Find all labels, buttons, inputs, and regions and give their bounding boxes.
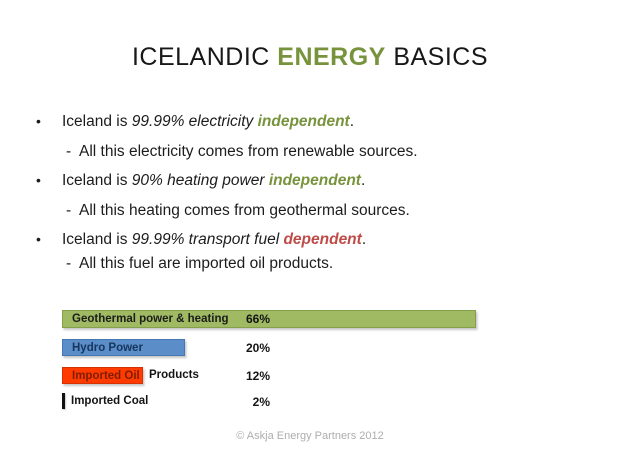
bar-imported-coal [62, 393, 65, 409]
bar-imported-oil: Imported Oil [62, 367, 143, 384]
bar-value: 20% [245, 341, 270, 355]
bullet-lead: Iceland is [62, 113, 132, 130]
sub-bullet-text: All this electricity comes from renewabl… [79, 143, 418, 160]
bullet-tail: . [360, 172, 366, 189]
bullet-text: Iceland is 99.99% transport fuel depende… [62, 230, 366, 249]
bullet-emphasis: 90% heating power [131, 172, 269, 189]
title-post: BASICS [385, 43, 489, 71]
sub-bullet-dash: - [66, 143, 72, 160]
bullet-emphasis: 99.99% transport fuel [131, 231, 284, 248]
bullet-marker: • [36, 172, 41, 188]
bar-outside-label: Products [149, 369, 199, 381]
bar-hydro: Hydro Power [62, 339, 185, 356]
bullet-item-heating: • Iceland is 90% heating power independe… [36, 171, 365, 190]
bar-value: 66% [245, 312, 270, 326]
bullet-accent-word: dependent [283, 231, 362, 248]
sub-bullet-electricity: - All this electricity comes from renewa… [66, 142, 418, 161]
chart-row-imported-oil: Imported Oil Products 12% [62, 367, 582, 387]
bullet-lead: Iceland is [62, 172, 132, 189]
sub-bullet-dash: - [66, 255, 72, 272]
bar-geothermal: Geothermal power & heating [62, 310, 476, 328]
bullet-tail: . [361, 231, 367, 248]
bar-label: Hydro Power [72, 341, 143, 354]
bar-label: Imported Oil [72, 369, 140, 382]
copyright-notice: © Askja Energy Partners 2012 [236, 430, 384, 442]
bullet-marker: • [36, 231, 41, 247]
title-highlight: ENERGY [277, 43, 386, 71]
sub-bullet-heating: - All this heating comes from geothermal… [66, 201, 410, 220]
bullet-accent-word: independent [268, 172, 361, 189]
bar-label: Geothermal power & heating [72, 313, 229, 325]
sub-bullet-dash: - [66, 202, 72, 219]
title-pre: ICELANDIC [131, 43, 278, 71]
bullet-accent-word: independent [257, 113, 350, 130]
bullet-item-transport-fuel: • Iceland is 99.99% transport fuel depen… [36, 230, 366, 249]
bar-value: 12% [245, 369, 270, 383]
chart-row-hydro: Hydro Power 20% [62, 339, 582, 359]
chart-row-geothermal: Geothermal power & heating 66% [62, 310, 582, 330]
bullet-tail: . [349, 113, 355, 130]
bullet-text: Iceland is 90% heating power independent… [62, 171, 365, 190]
bar-outside-label: Imported Coal [71, 395, 149, 407]
bullet-emphasis: 99.99% electricity [131, 113, 258, 130]
bullet-item-electricity: • Iceland is 99.99% electricity independ… [36, 112, 354, 131]
energy-mix-bar-chart: Geothermal power & heating 66% Hydro Pow… [62, 310, 582, 420]
slide-title: ICELANDIC ENERGY BASICS [0, 42, 620, 72]
bar-value: 2% [252, 395, 270, 409]
bullet-text: Iceland is 99.99% electricity independen… [62, 112, 354, 131]
sub-bullet-transport-fuel: - All this fuel are imported oil product… [66, 254, 333, 273]
chart-row-imported-coal: Imported Coal 2% [62, 393, 582, 413]
sub-bullet-text: All this fuel are imported oil products. [79, 255, 334, 272]
sub-bullet-text: All this heating comes from geothermal s… [79, 202, 410, 219]
bullet-marker: • [36, 113, 41, 129]
bullet-lead: Iceland is [62, 231, 132, 248]
